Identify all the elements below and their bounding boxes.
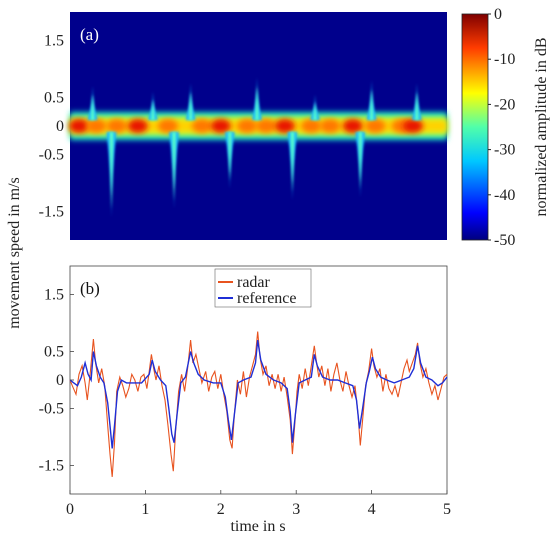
- x-axis-label: time in s: [230, 518, 285, 535]
- panel-label-b: (b): [80, 279, 100, 298]
- legend-label-radar: radar: [237, 274, 271, 291]
- line-chart-panel: (b) radar reference 1.5 0.5 0 -0.5 -1.5 0 1 2 3…: [39, 265, 451, 535]
- spec-hotspot: [158, 119, 179, 133]
- y-tick-label: 0: [56, 372, 64, 389]
- spec-hotspot: [191, 119, 212, 133]
- spec-spike-core: [227, 132, 232, 181]
- spec-hotspot: [342, 119, 363, 133]
- y-tick-label: -0.5: [39, 147, 64, 164]
- colorbar-ticks: 0 -10 -20 -30 -40 -50: [488, 6, 515, 249]
- spec-hotspot: [237, 119, 258, 133]
- spec-spike-core: [254, 85, 259, 120]
- y-tick-label: 1.5: [44, 287, 64, 304]
- spec-hotspot: [256, 119, 277, 133]
- colorbar-tick-label: 0: [494, 6, 502, 23]
- spec-hotspot: [106, 119, 127, 133]
- spec-hotspot: [403, 119, 424, 133]
- y-axis-label: movement speed in m/s: [6, 177, 23, 329]
- colorbar-tick-label: -10: [494, 51, 515, 68]
- y-tick-label: 0.5: [44, 90, 64, 107]
- x-tick-label: 4: [368, 501, 376, 518]
- spec-spike-core: [290, 132, 295, 193]
- spectrogram-panel: (a) 1.5 0.5 0 -0.5 -1.5: [39, 12, 447, 240]
- spec-spike-core: [313, 102, 318, 120]
- spec-spike-core: [90, 94, 95, 120]
- x-tick-label: 1: [141, 501, 149, 518]
- y-tick-label: 0: [56, 118, 64, 135]
- spec-hotspot: [69, 119, 90, 133]
- spectrogram-y-ticks: 1.5 0.5 0 -0.5 -1.5: [39, 33, 64, 221]
- spectrogram-content: [69, 77, 447, 218]
- colorbar-tick-label: -30: [494, 142, 515, 159]
- spec-hotspot: [210, 119, 231, 133]
- colorbar-tick-label: -40: [494, 187, 515, 204]
- spec-spike-core: [414, 91, 419, 120]
- spec-spike-core: [109, 132, 114, 210]
- line-chart-x-ticks: 0 1 2 3 4 5: [66, 490, 451, 518]
- spec-spike-core: [150, 99, 155, 120]
- line-series: [69, 331, 448, 477]
- legend-box: [214, 268, 312, 308]
- colorbar-tick-label: -50: [494, 232, 515, 249]
- line-chart-y-ticks: 1.5 0.5 0 -0.5 -1.5: [39, 287, 74, 475]
- colorbar-gradient: [461, 13, 489, 241]
- panel-label-a: (a): [80, 25, 99, 44]
- spec-spike-core: [358, 132, 363, 190]
- spec-hotspot: [127, 119, 148, 133]
- spec-hotspot: [365, 119, 386, 133]
- spec-hotspot: [301, 119, 322, 133]
- legend: radar reference: [214, 268, 312, 308]
- series-line-reference: [69, 339, 448, 449]
- spec-hotspot: [86, 119, 107, 133]
- series-line-radar: [69, 331, 448, 477]
- x-tick-label: 5: [443, 501, 451, 518]
- y-tick-label: -0.5: [39, 401, 64, 418]
- y-tick-label: -1.5: [39, 204, 64, 221]
- colorbar-label: normalized amplitude in dB: [533, 37, 550, 216]
- x-tick-label: 0: [66, 501, 74, 518]
- x-tick-label: 2: [217, 501, 225, 518]
- spec-hotspot: [320, 119, 341, 133]
- y-tick-label: 0.5: [44, 344, 64, 361]
- legend-label-reference: reference: [237, 290, 297, 307]
- x-tick-label: 3: [292, 501, 300, 518]
- spec-hotspot: [274, 119, 295, 133]
- spec-spike-core: [369, 88, 374, 120]
- y-tick-label: 1.5: [44, 33, 64, 50]
- colorbar: 0 -10 -20 -30 -40 -50 normalized amplitude in…: [461, 6, 550, 249]
- y-tick-label: -1.5: [39, 458, 64, 475]
- spec-spike-core: [188, 91, 193, 120]
- colorbar-tick-label: -20: [494, 96, 515, 113]
- spec-spike-core: [172, 132, 177, 201]
